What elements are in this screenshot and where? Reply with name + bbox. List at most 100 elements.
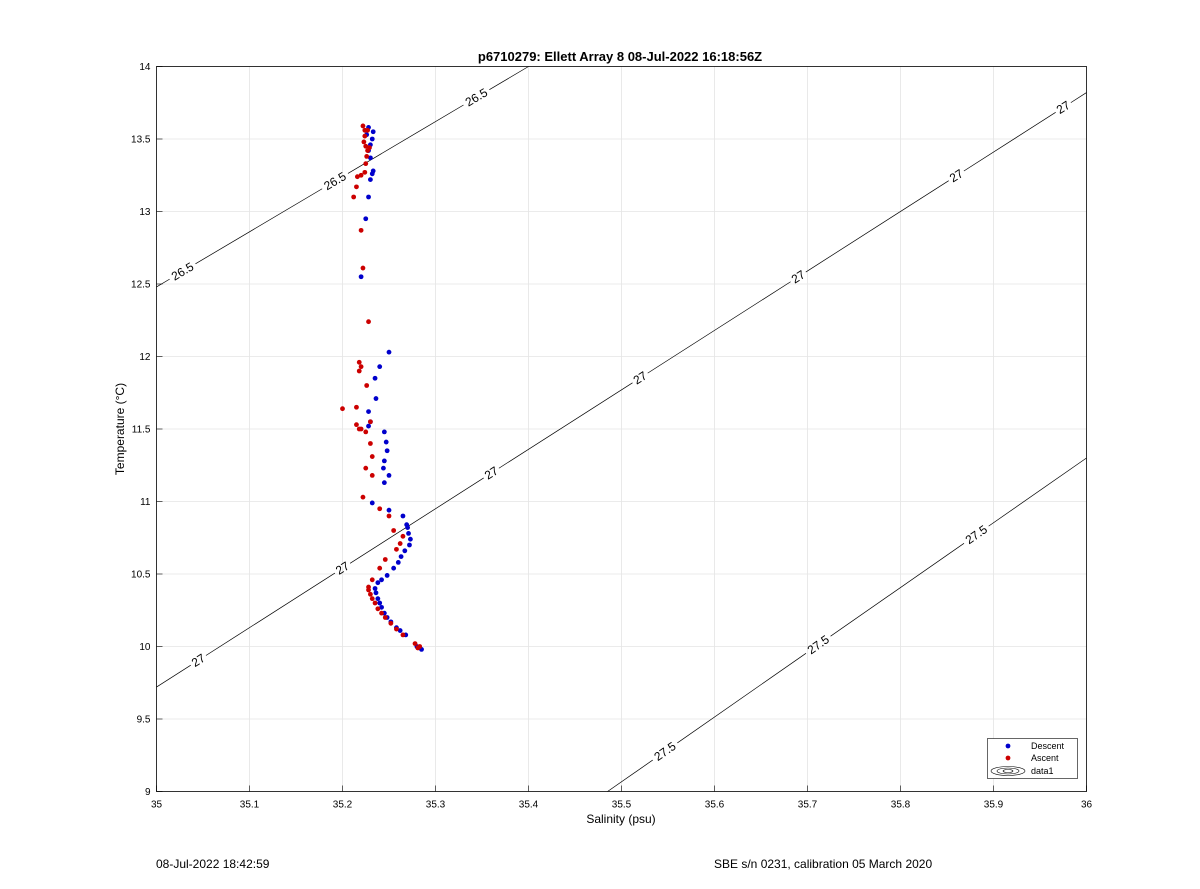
- point-ascent: [400, 632, 406, 638]
- point-descent: [379, 577, 384, 583]
- point-ascent: [386, 513, 392, 519]
- point-ascent: [366, 319, 371, 325]
- y-tick-label: 10: [139, 642, 151, 653]
- point-ascent: [375, 606, 381, 612]
- point-descent: [400, 513, 406, 519]
- point-descent: [375, 596, 381, 602]
- point-descent: [406, 531, 411, 536]
- contour-label: 27: [482, 463, 501, 482]
- x-tick-label: 35.9: [984, 800, 1004, 811]
- grid: [156, 66, 1087, 792]
- point-descent: [369, 500, 375, 506]
- contour-label: 26.5: [169, 259, 197, 283]
- point-ascent: [354, 174, 360, 180]
- point-descent: [398, 554, 404, 559]
- point-descent: [370, 129, 376, 135]
- point-ascent: [369, 577, 375, 583]
- x-tick-label: 36: [1081, 800, 1093, 811]
- point-descent: [375, 580, 381, 586]
- point-ascent: [360, 265, 366, 271]
- y-tick-label: 11.5: [132, 425, 151, 436]
- point-ascent: [360, 494, 366, 500]
- point-descent: [381, 465, 386, 471]
- point-ascent: [412, 641, 418, 646]
- point-ascent: [379, 610, 384, 616]
- x-tick-label: 35.5: [612, 800, 632, 811]
- y-tick-label: 12.5: [131, 280, 151, 291]
- point-descent: [366, 423, 371, 429]
- legend-box: [987, 738, 1078, 779]
- y-tick-label: 9: [145, 787, 151, 798]
- point-ascent: [358, 426, 364, 432]
- point-descent: [386, 473, 392, 478]
- point-ascent: [340, 406, 345, 412]
- y-axis-label: Temperature (°C): [113, 383, 127, 475]
- contour-line-26.5: [489, 66, 529, 91]
- x-tick-label: 35.6: [705, 800, 725, 811]
- axes-box: [156, 66, 1087, 792]
- point-descent: [384, 448, 390, 454]
- point-ascent: [368, 419, 373, 425]
- point-ascent: [354, 422, 359, 428]
- y-tick-label: 13.5: [131, 135, 151, 146]
- contour-line-27: [205, 572, 336, 656]
- legend: Descent Ascent data1: [987, 738, 1078, 779]
- point-descent: [377, 364, 383, 370]
- legend-ascent-label: Ascent: [1031, 753, 1059, 763]
- contour-label: 27.5: [651, 739, 678, 764]
- point-descent: [381, 429, 387, 435]
- contour-label: 27: [333, 559, 352, 578]
- point-descent: [363, 216, 369, 222]
- footer-calibration: SBE s/n 0231, calibration 05 March 2020: [714, 857, 933, 871]
- point-descent: [370, 168, 376, 174]
- contour-label: 27.5: [963, 522, 990, 547]
- point-ascent: [362, 133, 368, 139]
- x-tick-label: 35.2: [333, 800, 353, 811]
- point-descent: [369, 136, 375, 142]
- point-descent: [377, 600, 383, 606]
- point-ascent: [391, 528, 397, 533]
- y-tick-label: 10.5: [131, 570, 151, 581]
- y-tick-label: 11: [140, 497, 151, 508]
- point-ascent: [360, 123, 366, 129]
- point-ascent: [368, 591, 373, 597]
- x-tick-label: 35.3: [426, 800, 446, 811]
- point-descent: [366, 409, 371, 414]
- point-descent: [372, 586, 378, 591]
- point-ascent: [372, 600, 378, 606]
- contour-line-27: [805, 180, 949, 273]
- point-descent: [373, 396, 379, 401]
- point-ascent: [356, 359, 362, 365]
- point-ascent: [394, 626, 399, 632]
- point-descent: [372, 375, 378, 381]
- point-ascent: [388, 620, 394, 626]
- contour-label: 26.5: [463, 85, 491, 109]
- legend-descent-label: Descent: [1031, 741, 1065, 751]
- y-tick-label: 14: [139, 62, 151, 73]
- footer-timestamp: 08-Jul-2022 18:42:59: [156, 857, 270, 871]
- point-descent: [391, 565, 397, 571]
- point-ascent: [363, 429, 369, 435]
- contour-line-27.5: [607, 759, 653, 792]
- legend-contour-icon: [990, 766, 1026, 776]
- legend-data1-label: data1: [1031, 766, 1054, 776]
- point-descent: [384, 573, 390, 578]
- point-ascent: [351, 194, 357, 200]
- x-axis-label: Salinity (psu): [586, 812, 655, 826]
- point-ascent: [369, 596, 375, 602]
- contour-label: 27: [947, 166, 966, 185]
- point-descent: [358, 274, 364, 280]
- contour-line-27: [1070, 92, 1087, 103]
- point-descent: [395, 560, 401, 565]
- point-ascent: [369, 454, 375, 459]
- point-ascent: [394, 546, 399, 552]
- point-descent: [383, 439, 389, 445]
- chart-title: p6710279: Ellett Array 8 08-Jul-2022 16:…: [478, 49, 762, 64]
- x-tick-label: 35.4: [519, 800, 539, 811]
- point-ascent: [365, 127, 371, 133]
- point-ascent: [364, 383, 370, 388]
- contour-line-27.5: [830, 542, 965, 637]
- point-descent: [373, 590, 379, 596]
- point-descent: [368, 177, 373, 183]
